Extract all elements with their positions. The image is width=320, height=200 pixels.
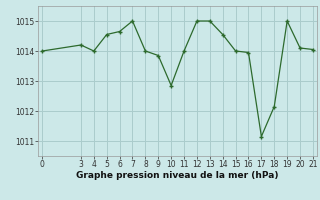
X-axis label: Graphe pression niveau de la mer (hPa): Graphe pression niveau de la mer (hPa) xyxy=(76,171,279,180)
